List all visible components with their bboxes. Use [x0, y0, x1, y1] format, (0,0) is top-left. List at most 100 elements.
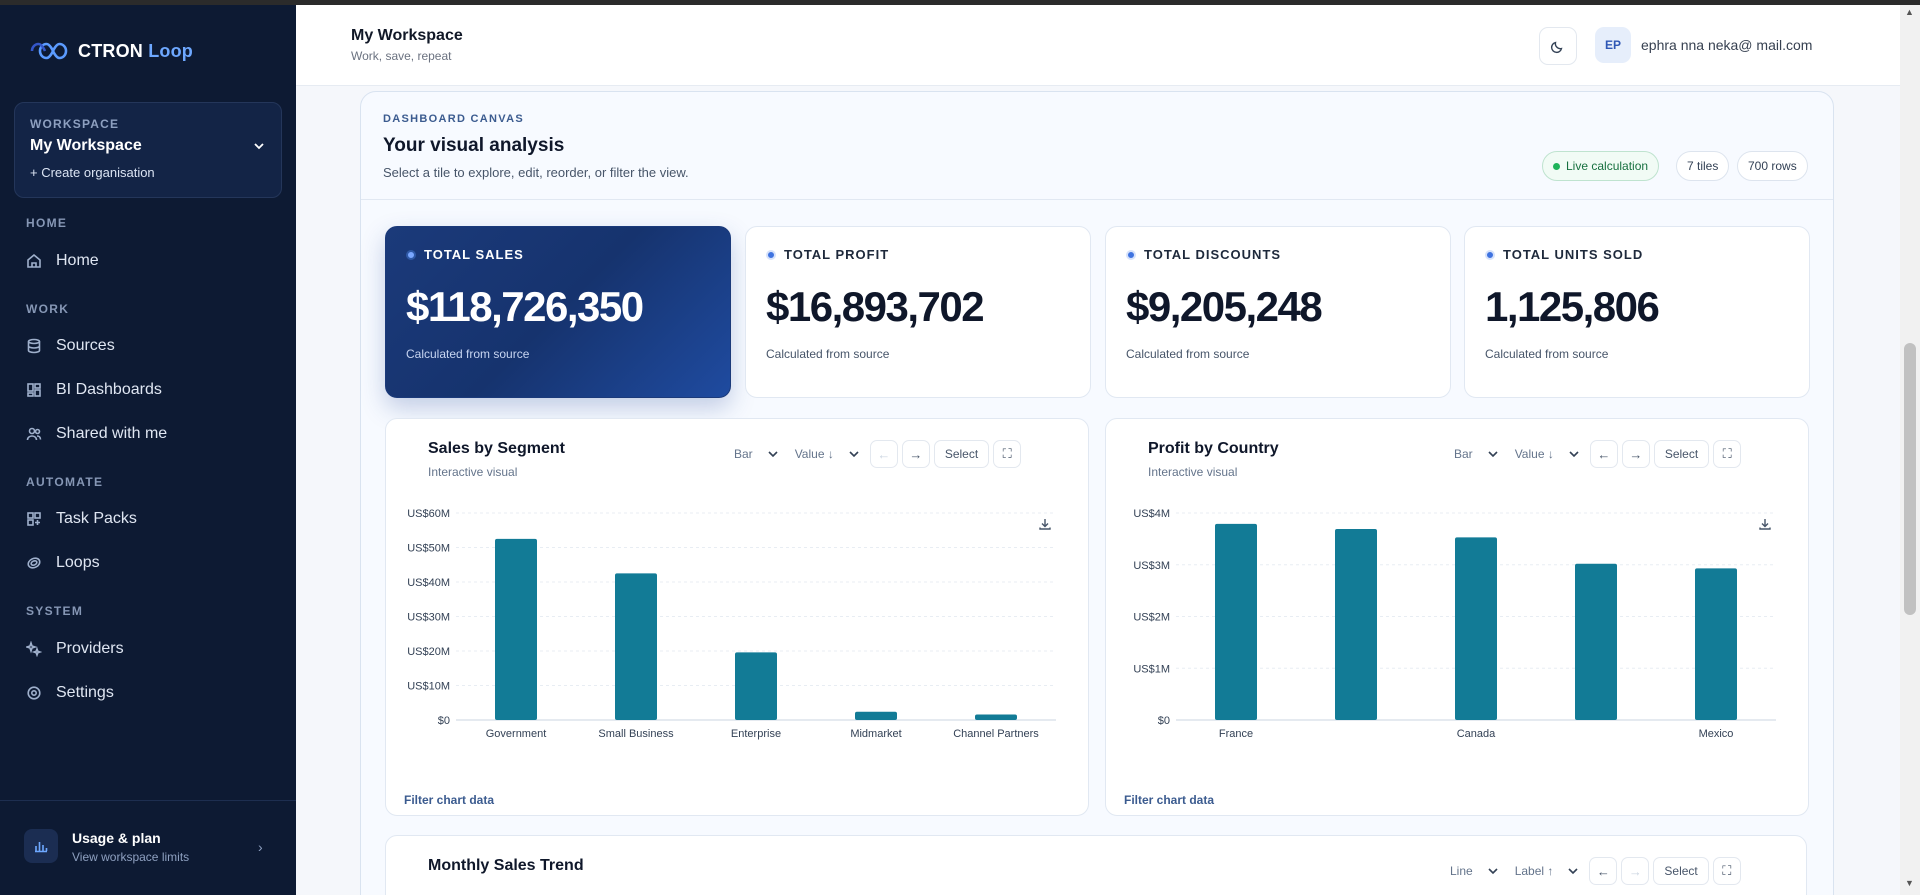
sidebar-item-home[interactable]: Home [26, 252, 99, 270]
select-button[interactable]: Select [1653, 857, 1709, 885]
kpi-tile-total-profit[interactable]: TOTAL PROFIT $16,893,702 Calculated from… [745, 226, 1091, 398]
kpi-value: $16,893,702 [766, 283, 985, 330]
kpi-dot-icon [766, 249, 776, 260]
create-organisation-link[interactable]: + Create organisation [30, 165, 155, 180]
sidebar-item-shared[interactable]: Shared with me [26, 425, 167, 443]
kpi-value: 1,125,806 [1485, 283, 1660, 330]
usage-plan[interactable]: Usage & plan View workspace limits › [0, 800, 296, 895]
page-subtitle: Work, save, repeat [351, 49, 452, 63]
chevron-down-icon [1488, 868, 1498, 875]
chart-subtitle: Interactive visual [1148, 465, 1238, 479]
bar [975, 714, 1017, 720]
brand-name: CTRON Loop [78, 40, 193, 61]
sidebar-item-bi-dashboards[interactable]: BI Dashboards [26, 381, 162, 399]
y-tick-label: US$30M [407, 612, 450, 624]
filter-chart-data-link[interactable]: Filter chart data [1124, 793, 1215, 807]
kpi-tile-total-discounts[interactable]: TOTAL DISCOUNTS $9,205,248 Calculated fr… [1105, 226, 1451, 398]
move-left-button[interactable]: ← [1589, 440, 1618, 468]
sidebar-item-sources[interactable]: Sources [26, 337, 115, 355]
workspace-switcher[interactable]: WORKSPACE My Workspace + Create organisa… [14, 102, 282, 198]
chart-type-dropdown[interactable]: Line [1444, 864, 1505, 878]
chart-card-sales-by-segment[interactable]: Sales by Segment Interactive visual Bar … [385, 418, 1089, 816]
chevron-down-icon[interactable] [252, 139, 266, 153]
kpi-tile-total-units-sold[interactable]: TOTAL UNITS SOLD 1,125,806 Calculated fr… [1464, 226, 1810, 398]
expand-icon[interactable]: ⛶ [993, 440, 1022, 468]
gear-icon [27, 686, 41, 700]
sidebar-item-task-packs[interactable]: Task Packs [26, 510, 137, 528]
workspace-label: WORKSPACE [30, 117, 120, 131]
download-icon[interactable] [1038, 517, 1052, 531]
brand[interactable]: CTRON Loop [30, 40, 193, 62]
kpi-footnote: Calculated from source [766, 347, 890, 361]
scroll-thumb[interactable] [1904, 343, 1916, 615]
sidebar-item-providers[interactable]: Providers [26, 640, 124, 658]
rows-count-badge: 700 rows [1737, 151, 1808, 181]
move-left-button[interactable]: ← [869, 440, 898, 468]
y-tick-label: US$3M [1133, 560, 1170, 572]
move-right-button[interactable]: → [901, 440, 930, 468]
y-tick-label: US$4M [1133, 508, 1170, 520]
move-left-button[interactable]: ← [1589, 857, 1618, 885]
y-tick-label: US$60M [407, 508, 450, 520]
x-tick-label: Midmarket [850, 728, 901, 740]
expand-icon[interactable]: ⛶ [1713, 440, 1742, 468]
tiles-count-badge: 7 tiles [1676, 151, 1730, 181]
sales-by-segment-chart: $0 US$10M US$20M US$30M US$40M US$50M US$60M Go… [407, 508, 1056, 740]
kpi-label: TOTAL SALES [424, 247, 524, 262]
chart-title: Sales by Segment [428, 440, 565, 457]
kpi-tile-total-sales[interactable]: TOTAL SALES $118,726,350 Calculated from… [385, 226, 731, 398]
sidebar-item-settings[interactable]: Settings [26, 684, 114, 702]
sparkle-icon [26, 641, 42, 657]
select-button[interactable]: Select [1653, 440, 1710, 468]
users-icon [26, 427, 42, 441]
chart-title: Profit by Country [1148, 440, 1279, 457]
move-right-button[interactable]: → [1621, 440, 1650, 468]
bar [1215, 523, 1257, 720]
bar [615, 573, 657, 720]
window-top-strip [0, 0, 1920, 5]
sort-dropdown[interactable]: Value ↓ [1509, 447, 1586, 461]
filter-chart-data-link[interactable]: Filter chart data [404, 793, 495, 807]
page-scrollbar[interactable]: ▲ ▼ [1900, 5, 1920, 895]
profit-by-country-chart: $0 US$1M US$2M US$3M US$4M France Canada Mexico [1133, 508, 1776, 740]
x-tick-label: Small Business [598, 728, 674, 740]
select-button[interactable]: Select [933, 440, 990, 468]
avatar[interactable]: EP [1595, 27, 1631, 63]
sort-dropdown[interactable]: Value ↓ [789, 447, 866, 461]
sidebar-item-loops[interactable]: Loops [26, 554, 100, 572]
download-icon[interactable] [1758, 517, 1772, 531]
x-tick-label: Canada [1457, 728, 1496, 740]
expand-icon[interactable]: ⛶ [1712, 857, 1741, 885]
chart-type-dropdown[interactable]: Bar [728, 447, 785, 461]
chart-type-dropdown[interactable]: Bar [1448, 447, 1505, 461]
workspace-name[interactable]: My Workspace [30, 137, 266, 155]
canvas-description: Select a tile to explore, edit, reorder,… [383, 165, 689, 180]
grid-plus-icon [27, 512, 41, 526]
live-calculation-badge: Live calculation [1542, 151, 1660, 181]
live-status-dot-icon [1553, 162, 1560, 170]
chart-subtitle: Interactive visual [428, 465, 518, 479]
x-tick-label: Channel Partners [953, 728, 1039, 740]
canvas-header: DASHBOARD CANVAS Your visual analysis Se… [361, 92, 1833, 200]
chart-card-monthly-sales-trend[interactable]: Monthly Sales Trend Line Label ↑ ← → Sel… [385, 835, 1807, 895]
chevron-right-icon[interactable]: › [258, 839, 263, 855]
loop-icon [27, 557, 41, 569]
kpi-label: TOTAL DISCOUNTS [1144, 247, 1282, 262]
move-right-button[interactable]: → [1621, 857, 1650, 885]
infinity-logo-icon [30, 42, 68, 60]
x-tick-label: Mexico [1699, 728, 1734, 740]
dashboard-icon [27, 383, 41, 397]
bar [735, 652, 777, 720]
user-email[interactable]: ephra nna neka@ mail.com [1641, 37, 1813, 53]
y-tick-label: US$2M [1133, 612, 1170, 624]
kpi-footnote: Calculated from source [406, 347, 530, 361]
kpi-value: $9,205,248 [1126, 283, 1323, 330]
kpi-footnote: Calculated from source [1126, 347, 1250, 361]
home-icon [27, 253, 41, 268]
scroll-down-arrow-icon[interactable]: ▼ [1905, 878, 1914, 888]
theme-toggle-button[interactable] [1539, 27, 1577, 65]
scroll-up-arrow-icon[interactable]: ▲ [1905, 7, 1914, 17]
bar-chart-icon [24, 829, 58, 863]
sort-dropdown[interactable]: Label ↑ [1509, 864, 1586, 878]
chart-card-profit-by-country[interactable]: Profit by Country Interactive visual Bar… [1105, 418, 1809, 816]
